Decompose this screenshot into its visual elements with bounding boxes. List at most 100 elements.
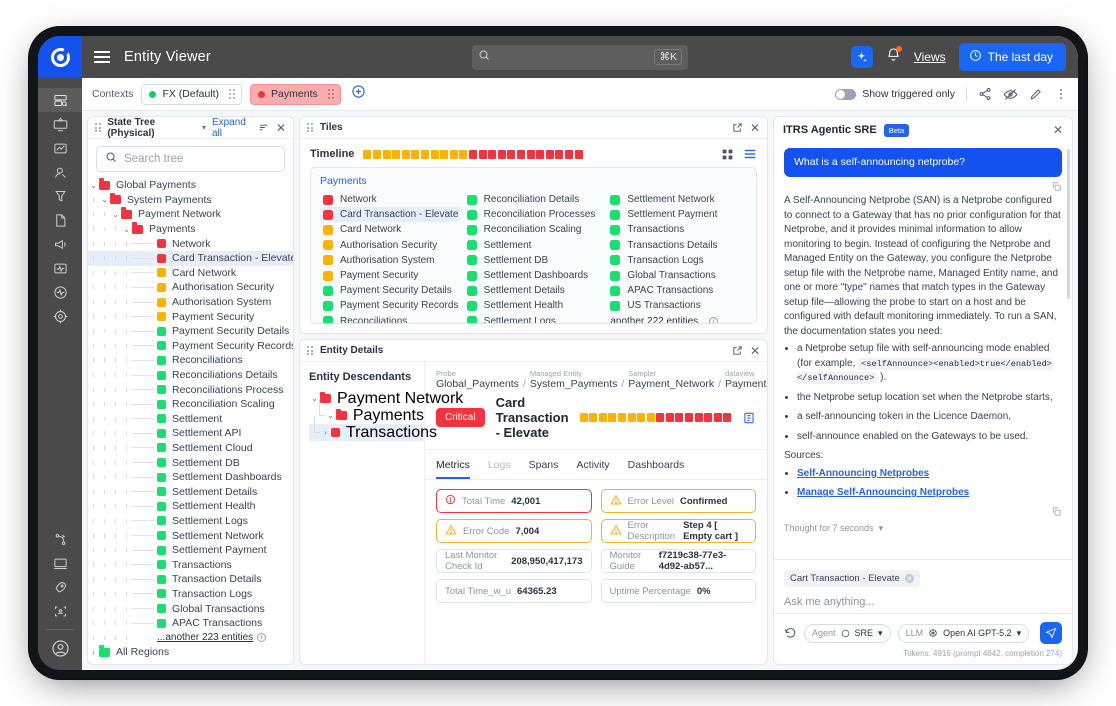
tree-item[interactable]: Settlement Logs (88, 514, 293, 529)
tile-item[interactable]: Reconciliation Details (464, 192, 604, 207)
tree-item[interactable]: Payment Security Records (88, 339, 293, 354)
tile-item[interactable]: Settlement Dashboards (464, 268, 604, 283)
metric-card[interactable]: Uptime Percentage 0% (600, 579, 756, 603)
search-tree-input[interactable]: Search tree (96, 146, 285, 172)
timeline-segment[interactable] (589, 413, 598, 422)
tree-item[interactable]: Settlement API (88, 426, 293, 441)
timeline-segment[interactable] (579, 413, 588, 422)
metric-card[interactable]: Last Monitor Check Id 208,950,417,173 (436, 549, 592, 573)
ai-context-chip[interactable]: Cart Transaction - Elevate ✕ (784, 570, 920, 587)
timeline-segment[interactable] (507, 149, 516, 159)
timeline-segment[interactable] (574, 149, 583, 159)
tree-item[interactable]: Reconciliations (88, 353, 293, 368)
rail-item-rocket[interactable] (38, 575, 82, 599)
tile-item[interactable]: APAC Transactions (607, 283, 747, 298)
tile-item[interactable]: Settlement (464, 238, 604, 253)
popout-icon[interactable] (732, 345, 743, 356)
timeline-segment[interactable] (704, 413, 713, 422)
tree-item[interactable]: Global Transactions (88, 601, 293, 616)
ai-source-item[interactable]: Manage Self-Announcing Netprobes (797, 486, 1062, 501)
more-vertical-icon[interactable] (1054, 87, 1068, 101)
tree-item[interactable]: Card Network (88, 266, 293, 281)
tile-item[interactable]: Reconciliation Scaling (464, 222, 604, 237)
tile-item[interactable]: Transaction Logs (607, 253, 747, 268)
close-icon[interactable]: ✕ (1052, 123, 1063, 137)
thought-duration-toggle[interactable]: Thought for 7 seconds ▾ (784, 522, 1062, 535)
tiles-more-entities[interactable]: another 222 entities i (607, 314, 747, 323)
drag-handle-icon[interactable] (307, 123, 314, 132)
show-triggered-only-toggle[interactable] (835, 88, 857, 100)
timeline-segment[interactable] (401, 149, 410, 159)
timeline-segment[interactable] (723, 413, 732, 422)
timeline-segment[interactable] (713, 413, 722, 422)
chevron-down-icon[interactable]: ⌄ (101, 195, 108, 205)
tile-item[interactable]: Transactions Details (607, 238, 747, 253)
tile-item[interactable]: Settlement DB (464, 253, 604, 268)
timeline-segment[interactable] (516, 149, 525, 159)
rail-item-pulse-circle[interactable] (38, 280, 82, 304)
timeline-segment[interactable] (564, 149, 573, 159)
close-panel-button[interactable]: ✕ (275, 120, 286, 135)
share-icon[interactable] (978, 87, 992, 101)
tree-item[interactable]: Settlement Health (88, 499, 293, 514)
timeline-segment[interactable] (637, 413, 646, 422)
account-circle-icon[interactable] (38, 636, 82, 660)
chevron-down-icon[interactable]: ⌄ (112, 209, 119, 219)
timeline-segment[interactable] (440, 149, 449, 159)
timeline-segment[interactable] (694, 413, 703, 422)
tree-item[interactable]: Transactions (88, 557, 293, 572)
drag-handle-icon[interactable] (307, 346, 314, 355)
grid-view-icon[interactable] (721, 148, 734, 161)
timeline-segment[interactable] (685, 413, 694, 422)
timeline-segment[interactable] (555, 149, 564, 159)
tile-item[interactable]: Authorisation System (320, 253, 460, 268)
timeline-segment[interactable] (497, 149, 506, 159)
timeline-segment[interactable] (382, 149, 391, 159)
timeline-segment[interactable] (488, 149, 497, 159)
timeline-segment[interactable] (468, 149, 477, 159)
ai-sparkle-icon[interactable] (850, 46, 873, 68)
timeline-segment[interactable] (449, 149, 458, 159)
tile-item[interactable]: Payment Security (320, 268, 460, 283)
rail-item-user-search[interactable] (38, 160, 82, 184)
rail-item-metrics-box[interactable] (38, 256, 82, 280)
timeline-segment[interactable] (526, 149, 535, 159)
eye-off-icon[interactable] (1003, 87, 1018, 102)
tile-item[interactable]: US Transactions (607, 298, 747, 313)
tree-item[interactable]: Authorisation System (88, 295, 293, 310)
timeline-segment[interactable] (430, 149, 439, 159)
tree-item[interactable]: Settlement (88, 412, 293, 427)
rail-item-monitor-alert[interactable] (38, 112, 82, 136)
tile-item[interactable]: Settlement Health (464, 298, 604, 313)
timeline-segment[interactable] (392, 149, 401, 159)
tree-item[interactable]: Reconciliations Process (88, 382, 293, 397)
tree-item[interactable]: Settlement Details (88, 484, 293, 499)
tile-item[interactable]: Settlement Network (607, 192, 747, 207)
timeline-segment[interactable] (373, 149, 382, 159)
metric-card[interactable]: Monitor Guide f7219c38-77e3-4d92-ab57... (600, 549, 756, 573)
timeline-segment[interactable] (545, 149, 554, 159)
descendant-item[interactable]: ⌄ Payments (309, 400, 424, 424)
scrollbar-thumb[interactable] (1067, 149, 1070, 299)
llm-selector[interactable]: LLM Open AI GPT-5.2 ▾ (897, 623, 1030, 643)
add-context-button[interactable] (351, 84, 366, 104)
timeline-segment[interactable] (598, 413, 607, 422)
remove-context-icon[interactable]: ✕ (904, 574, 914, 583)
tree-item[interactable]: Authorisation Security (88, 280, 293, 295)
tab-logs[interactable]: Logs (487, 459, 511, 471)
list-view-icon[interactable] (743, 147, 757, 161)
tab-metrics[interactable]: Metrics (436, 459, 470, 479)
expand-entity-icon[interactable] (742, 411, 756, 425)
tree-item[interactable]: ⌄ Payment Network (88, 207, 293, 222)
timeline-segment[interactable] (665, 413, 674, 422)
chevron-down-icon[interactable]: ⌄ (123, 224, 130, 234)
pencil-icon[interactable] (1029, 87, 1043, 101)
rail-item-server-search[interactable] (38, 88, 82, 112)
timeline-segment[interactable] (646, 413, 655, 422)
state-tree[interactable]: ⌄ Global Payments ⌄ System Payments ⌄ Payment… (88, 176, 293, 664)
tile-item[interactable]: Card Network (320, 222, 460, 237)
tree-item[interactable]: Card Transaction - Elevate (88, 250, 293, 266)
tree-item[interactable]: Settlement Cloud (88, 441, 293, 456)
tree-item[interactable]: Reconciliation Scaling (88, 397, 293, 412)
rail-item-filter-funnel[interactable] (38, 184, 82, 208)
